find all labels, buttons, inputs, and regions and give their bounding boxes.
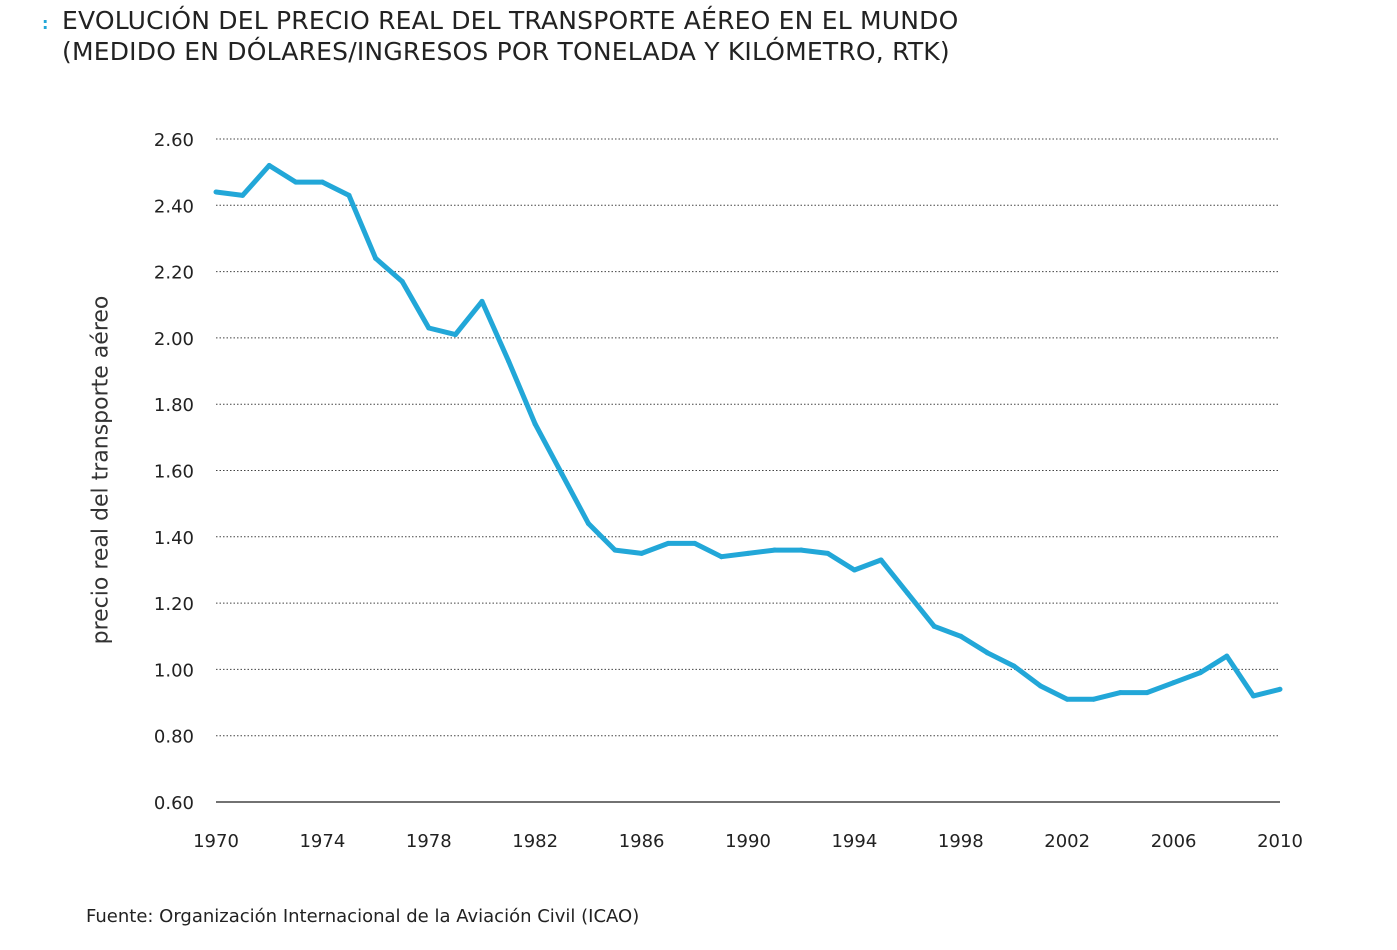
data-point xyxy=(506,358,512,364)
data-point xyxy=(984,650,990,656)
data-point xyxy=(319,179,325,185)
data-point xyxy=(878,557,884,563)
data-point xyxy=(213,189,219,195)
data-point xyxy=(532,421,538,427)
data-point xyxy=(373,255,379,261)
data-point xyxy=(346,192,352,198)
data-point xyxy=(1038,683,1044,689)
y-tick-label: 0.60 xyxy=(154,793,194,814)
data-point xyxy=(905,590,911,596)
x-tick-labels: 1970 1974 1978 1982 1986 1990 1994 1998 2002 2006… xyxy=(193,831,1303,852)
x-tick-label: 1986 xyxy=(619,831,665,852)
data-point xyxy=(639,550,645,556)
data-point xyxy=(798,547,804,553)
y-tick-label: 2.20 xyxy=(154,263,194,284)
data-point xyxy=(479,298,485,304)
x-tick-label: 1982 xyxy=(512,831,558,852)
x-tick-label: 1970 xyxy=(193,831,239,852)
data-point xyxy=(1091,696,1097,702)
source-note: Fuente: Organización Internacional de la… xyxy=(86,906,640,927)
data-point xyxy=(1171,680,1177,686)
data-point xyxy=(1250,693,1256,699)
data-point xyxy=(612,547,618,553)
y-tick-label: 1.80 xyxy=(154,395,194,416)
grid-layer xyxy=(216,138,1280,803)
x-tick-label: 1974 xyxy=(299,831,345,852)
y-tick-label: 2.60 xyxy=(154,130,194,151)
title-marker: : xyxy=(42,14,49,33)
series-line xyxy=(215,163,1281,702)
data-point xyxy=(293,179,299,185)
y-tick-labels: 2.60 2.40 2.20 2.00 1.80 1.60 1.40 1.20 1.00 0.80… xyxy=(154,130,194,814)
data-point xyxy=(240,192,246,198)
data-point xyxy=(1224,653,1230,659)
x-tick-label: 1998 xyxy=(938,831,984,852)
data-point xyxy=(958,633,964,639)
y-tick-label: 1.40 xyxy=(154,528,194,549)
y-tick-label: 2.40 xyxy=(154,196,194,217)
x-tick-label: 2006 xyxy=(1151,831,1197,852)
y-tick-label: 0.80 xyxy=(154,727,194,748)
x-tick-label: 2010 xyxy=(1257,831,1303,852)
data-point xyxy=(399,279,405,285)
data-point xyxy=(585,521,591,527)
data-point xyxy=(1277,686,1283,692)
data-point xyxy=(1117,690,1123,696)
data-point xyxy=(1064,696,1070,702)
data-point xyxy=(931,623,937,629)
data-point xyxy=(1011,663,1017,669)
y-tick-label: 1.00 xyxy=(154,660,194,681)
data-point xyxy=(718,554,724,560)
data-point xyxy=(1144,690,1150,696)
x-tick-label: 1990 xyxy=(725,831,771,852)
line-chart: 2.60 2.40 2.20 2.00 1.80 1.60 1.40 1.20 1.00 0.80… xyxy=(154,130,1303,852)
x-tick-label: 1978 xyxy=(406,831,452,852)
data-point xyxy=(559,471,565,477)
data-point xyxy=(851,567,857,573)
data-point xyxy=(266,163,272,169)
data-point xyxy=(692,540,698,546)
y-tick-label: 1.60 xyxy=(154,462,194,483)
data-point xyxy=(452,332,458,338)
y-tick-label: 2.00 xyxy=(154,329,194,350)
data-point xyxy=(745,550,751,556)
data-point xyxy=(825,550,831,556)
data-point xyxy=(1197,670,1203,676)
data-point xyxy=(772,547,778,553)
title-line-1: EVOLUCIÓN DEL PRECIO REAL DEL TRANSPORTE… xyxy=(62,6,959,35)
series-layer xyxy=(213,163,1283,702)
y-tick-label: 1.20 xyxy=(154,594,194,615)
title-line-2: (MEDIDO EN DÓLARES/INGRESOS POR TONELADA… xyxy=(62,37,950,66)
data-point xyxy=(426,325,432,331)
x-tick-label: 2002 xyxy=(1044,831,1090,852)
x-tick-label: 1994 xyxy=(831,831,877,852)
data-point xyxy=(665,540,671,546)
